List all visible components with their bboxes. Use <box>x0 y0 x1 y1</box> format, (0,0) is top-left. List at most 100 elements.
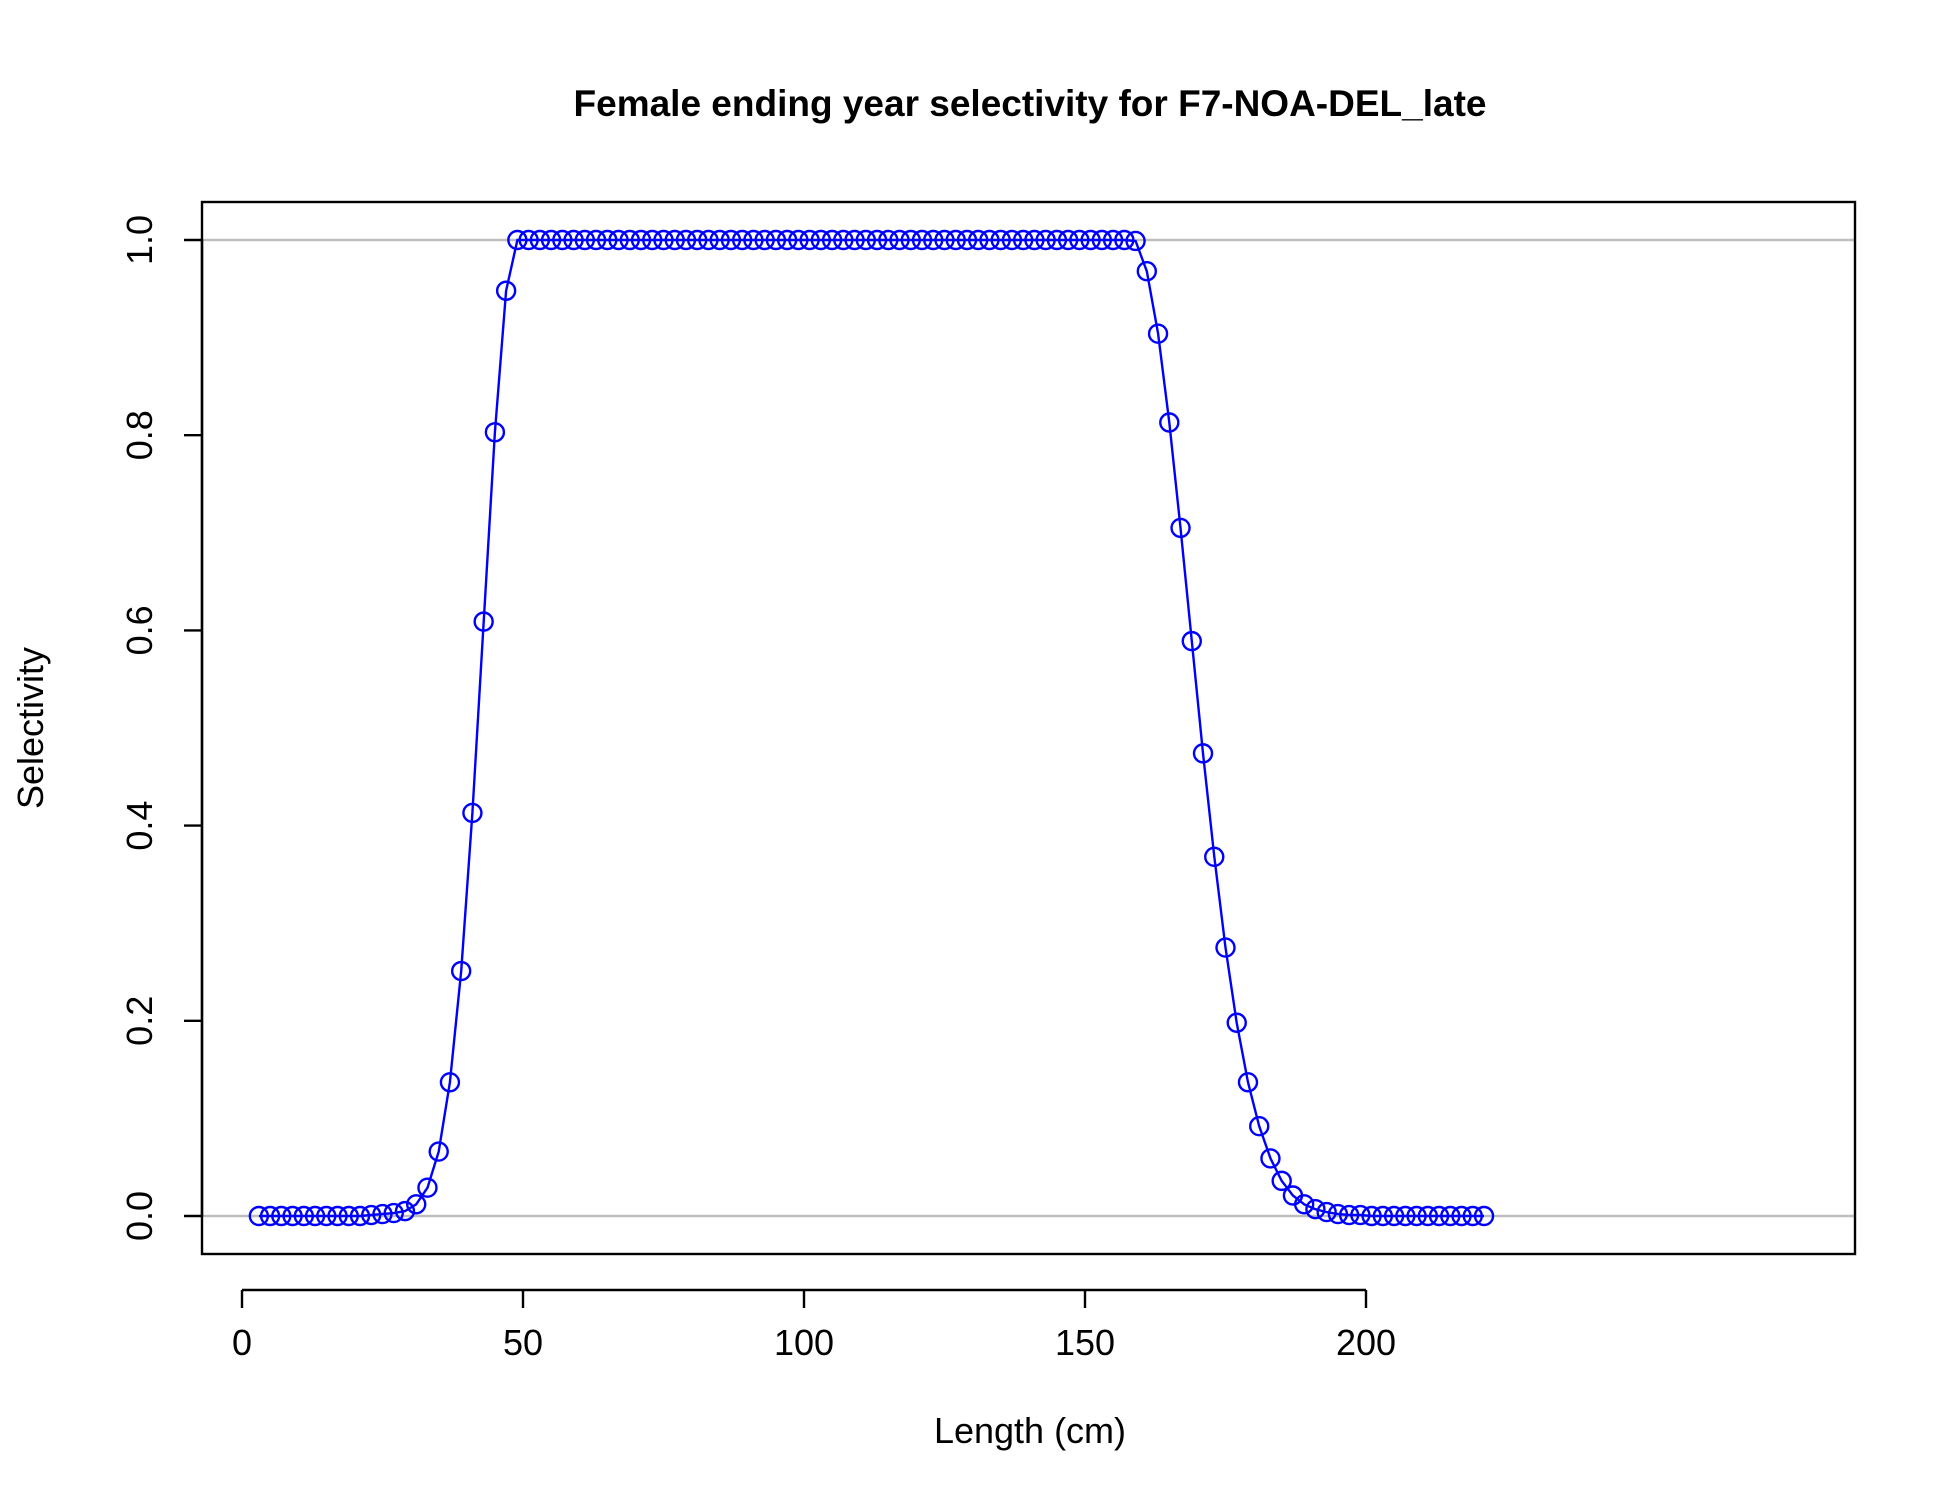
data-point <box>450 960 472 982</box>
x-tick-label: 0 <box>232 1322 252 1363</box>
data-point <box>1069 229 1090 251</box>
data-point <box>765 229 787 251</box>
y-axis-label: Selectivity <box>10 647 51 809</box>
y-tick-label: 1.0 <box>119 215 160 265</box>
data-point <box>316 1205 337 1227</box>
data-point <box>1316 1201 1337 1223</box>
data-point <box>945 229 966 251</box>
data-point <box>1204 846 1225 868</box>
data-point <box>956 229 978 251</box>
data-point <box>271 1205 292 1227</box>
plot-frame <box>200 200 1857 1256</box>
data-point <box>1046 229 1068 251</box>
data-point <box>968 229 989 251</box>
x-axis-label: Length (cm) <box>934 1410 1126 1451</box>
data-point <box>1114 229 1135 251</box>
data-point <box>776 229 798 251</box>
data-point <box>1181 630 1202 652</box>
data-point <box>1035 229 1056 251</box>
data-point <box>1091 229 1113 251</box>
data-point <box>934 229 955 251</box>
data-point <box>1428 1205 1450 1227</box>
data-point <box>428 1141 449 1162</box>
data-point <box>1338 1204 1360 1226</box>
data-point <box>439 1072 461 1093</box>
data-point <box>552 229 573 251</box>
data-point <box>1395 1205 1416 1227</box>
y-axis: 0.0 0.2 0.4 0.6 0.8 1.0 <box>119 215 204 1241</box>
y-tick-label: 0.6 <box>119 605 160 655</box>
data-point <box>900 229 921 251</box>
data-point <box>518 229 539 251</box>
y-tick-label: 0.2 <box>119 996 160 1046</box>
data-point <box>383 1202 404 1224</box>
data-point <box>1327 1203 1349 1225</box>
data-point <box>619 229 640 251</box>
data-point <box>990 229 1011 251</box>
data-point <box>653 229 674 251</box>
series-line <box>258 238 1484 1218</box>
data-point <box>1350 1204 1371 1226</box>
data-point <box>1451 1205 1472 1227</box>
data-point <box>327 1205 348 1227</box>
data-point <box>1147 323 1169 344</box>
data-point <box>675 229 697 251</box>
data-point <box>923 229 944 251</box>
data-point <box>1159 412 1180 433</box>
data-point <box>293 1205 315 1227</box>
data-point <box>821 229 843 251</box>
data-point <box>1170 517 1191 539</box>
data-point <box>709 229 730 251</box>
series-layer <box>248 229 1495 1227</box>
reference-lines <box>202 238 1855 1218</box>
data-point <box>372 1203 393 1225</box>
data-point <box>1383 1205 1405 1227</box>
data-point <box>878 229 899 251</box>
data-point <box>394 1200 416 1222</box>
data-point <box>1102 229 1124 251</box>
data-point <box>698 229 719 251</box>
data-point <box>687 229 708 251</box>
data-point <box>338 1205 359 1227</box>
data-point <box>1012 229 1034 251</box>
data-point <box>788 229 809 251</box>
data-point <box>1001 229 1023 251</box>
data-point <box>911 229 933 251</box>
data-point <box>1237 1072 1259 1093</box>
data-point <box>248 1205 270 1227</box>
data-point <box>1271 1170 1292 1192</box>
data-point <box>304 1205 326 1227</box>
y-tick-label: 0.4 <box>119 801 160 851</box>
data-point <box>259 1205 281 1227</box>
data-point <box>529 229 551 251</box>
data-point <box>1293 1194 1315 1215</box>
data-point <box>473 611 494 632</box>
data-point <box>1305 1198 1326 1220</box>
data-point <box>462 802 483 824</box>
data-point <box>1192 743 1214 764</box>
data-point <box>417 1177 438 1198</box>
data-point <box>406 1194 427 1215</box>
data-point <box>799 229 820 251</box>
data-point <box>844 229 865 251</box>
data-point <box>1417 1205 1439 1227</box>
data-point <box>1473 1205 1495 1227</box>
y-tick-label: 0.8 <box>119 410 160 460</box>
data-point <box>1136 261 1158 282</box>
data-point <box>866 229 888 251</box>
data-point <box>833 229 854 251</box>
data-point <box>1462 1205 1483 1227</box>
data-point <box>1024 229 1045 251</box>
data-point <box>361 1204 382 1226</box>
data-point <box>585 229 607 251</box>
data-point <box>608 229 629 251</box>
data-point <box>720 229 742 251</box>
x-tick-label: 150 <box>1055 1322 1115 1363</box>
data-point <box>1249 1116 1270 1137</box>
data-point <box>1361 1205 1382 1227</box>
data-point <box>1215 937 1236 958</box>
data-point <box>754 229 775 251</box>
data-point <box>855 229 877 251</box>
data-point <box>563 229 584 251</box>
